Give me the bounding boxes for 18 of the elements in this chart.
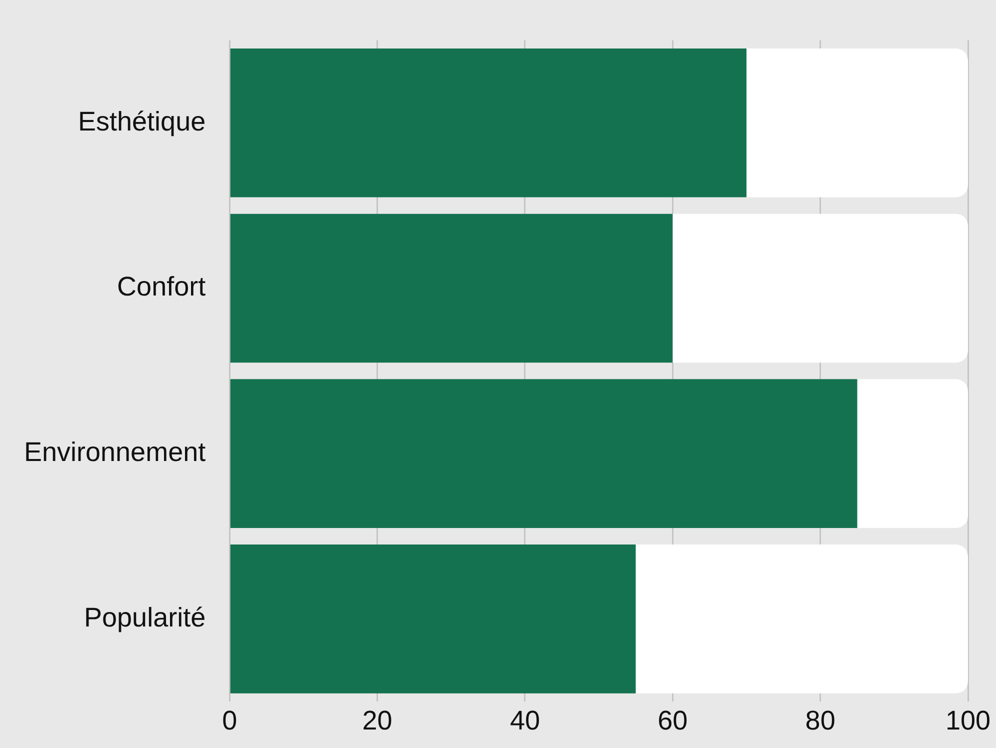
- bar: [230, 379, 858, 528]
- bar: [672, 214, 968, 363]
- bar: [746, 48, 968, 198]
- x-tick-label: 80: [805, 705, 836, 736]
- bar: [230, 544, 636, 694]
- bar: [230, 48, 746, 198]
- x-tick-label: 20: [362, 705, 392, 736]
- x-tick-label: 100: [945, 705, 991, 736]
- bar: [857, 379, 968, 528]
- bar: [230, 214, 673, 363]
- x-tick-label: 0: [222, 705, 238, 736]
- y-tick-label: Esthétique: [78, 106, 206, 136]
- x-tick-label: 40: [510, 705, 540, 736]
- y-tick-label: Popularité: [84, 602, 206, 632]
- x-tick-label: 60: [658, 705, 688, 736]
- y-tick-label: Confort: [117, 272, 206, 302]
- bar: [636, 544, 968, 694]
- y-tick-label: Environnement: [24, 437, 206, 468]
